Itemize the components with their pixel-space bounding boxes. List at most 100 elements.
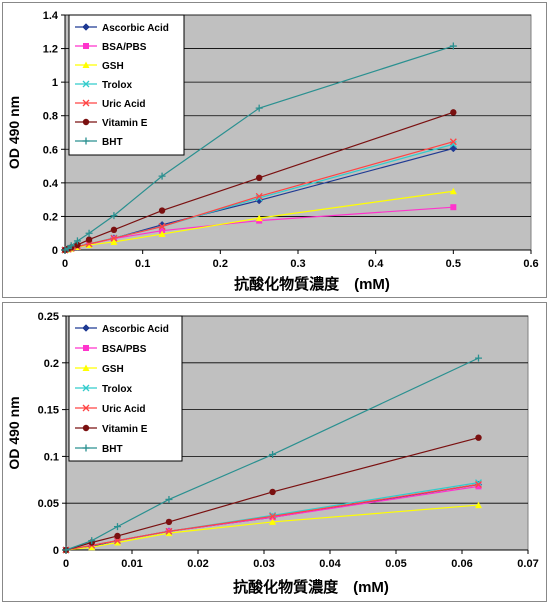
x-tick-label: 0.02 (187, 558, 208, 570)
legend-swatch-marker (82, 424, 90, 432)
y-tick-label: 1.2 (43, 44, 58, 56)
y-tick-label: 0.8 (43, 111, 58, 123)
legend-swatch-marker (82, 23, 90, 31)
data-point (85, 229, 93, 237)
legend-label: GSH (102, 364, 124, 375)
series-line (65, 437, 479, 551)
legend-swatch-marker (82, 384, 90, 392)
x-tick-label: 0.04 (319, 558, 341, 570)
x-axis-title: 抗酸化物質濃度 (mM) (233, 578, 389, 596)
legend-label: Ascorbic Acid (102, 324, 169, 335)
data-point (449, 42, 457, 50)
x-tick-label: 0.01 (121, 558, 142, 570)
data-point (475, 483, 482, 490)
data-point (110, 226, 118, 234)
x-tick-label: 0.4 (368, 258, 384, 270)
data-point (269, 511, 277, 519)
data-point (475, 481, 482, 488)
x-tick-label: 0.06 (451, 558, 472, 570)
data-point (255, 174, 263, 182)
data-point (88, 543, 96, 551)
data-point (67, 242, 75, 250)
data-point (114, 537, 121, 545)
data-point (449, 187, 457, 195)
legend-label: BSA/PBS (102, 42, 147, 53)
x-tick-label: 0.3 (290, 258, 305, 270)
y-tick-label: 0.15 (38, 405, 59, 417)
series-line (65, 483, 479, 551)
data-point (255, 104, 263, 112)
data-point (110, 234, 118, 242)
series-bht (62, 354, 482, 554)
x-tick-label: 0.07 (517, 558, 538, 570)
x-tick-label: 0.03 (253, 558, 274, 570)
legend-label: Uric Acid (102, 404, 146, 415)
legend-label: BSA/PBS (102, 344, 147, 355)
legend-label: Vitamin E (102, 424, 148, 435)
data-point (158, 223, 166, 230)
data-point (269, 451, 277, 459)
legend-swatch-marker (82, 99, 90, 107)
legend-swatch-marker (82, 137, 90, 145)
legend-swatch-marker (83, 43, 89, 49)
y-tick-label: 0 (52, 245, 58, 257)
data-point (113, 539, 121, 546)
data-point (165, 527, 173, 535)
legend-label: Trolox (102, 384, 132, 395)
legend-swatch-marker (83, 345, 89, 351)
legend-label: BHT (102, 444, 123, 455)
data-point (165, 495, 173, 503)
data-point (158, 207, 166, 214)
data-point (110, 212, 118, 220)
data-point (475, 434, 482, 441)
y-tick-label: 0.05 (38, 498, 59, 510)
legend-swatch-marker (82, 404, 90, 412)
x-tick-label: 0.2 (213, 258, 228, 270)
series-line (65, 504, 479, 551)
y-tick-label: 0.6 (43, 144, 58, 156)
y-tick-label: 0.2 (43, 211, 58, 223)
data-point (165, 518, 173, 526)
series-bht (61, 42, 457, 254)
chart-top: 0 0.2 0.4 0.6 0.8 1 1.2 1.4 0 0.1 0.2 0.3 0.4 0.5 0.6 A… (6, 10, 539, 293)
legend-swatch-marker (82, 364, 90, 371)
legend-label: Uric Acid (102, 99, 146, 110)
y-tick-label: 0.2 (44, 358, 59, 370)
x-axis-title: 抗酸化物質濃度 (mM) (234, 275, 390, 293)
y-tick-label: 0 (53, 545, 59, 557)
series-line (65, 357, 479, 551)
chart-panel-top: 0 0.2 0.4 0.6 0.8 1 1.2 1.4 0 0.1 0.2 0.3 0.4 0.5 0.6 A… (2, 2, 547, 298)
data-point (73, 237, 81, 245)
data-point (255, 214, 263, 222)
y-tick-label: 0.1 (44, 451, 59, 463)
data-point (450, 204, 457, 211)
data-point (269, 512, 277, 520)
chart-panel-bottom: 0 0.05 0.1 0.15 0.2 0.25 0 0.01 0.02 0.03 0.04 0.05… (2, 302, 547, 602)
y-tick-label: 0.4 (43, 178, 59, 190)
data-point (165, 529, 173, 537)
x-tick-label: 0.1 (135, 258, 150, 270)
x-tick-label: 0.6 (523, 258, 538, 270)
data-point (269, 488, 276, 496)
x-tick-label: 0.05 (385, 558, 406, 570)
y-tick-label: 1.4 (43, 10, 59, 22)
x-tick-label: 0 (63, 558, 69, 570)
data-point (114, 532, 121, 540)
legend-swatch-marker (82, 324, 90, 332)
data-point (88, 537, 96, 545)
x-tick-label: 0.5 (446, 258, 461, 270)
data-point (158, 230, 166, 238)
y-tick-label: 1 (52, 77, 58, 89)
data-point (74, 241, 81, 249)
y-axis-title: OD 490 nm (6, 96, 22, 169)
data-point (269, 514, 276, 521)
data-point (158, 172, 166, 180)
y-axis-title: OD 490 nm (6, 396, 22, 469)
legend-label: Trolox (102, 80, 132, 91)
data-point (450, 109, 457, 116)
data-point (449, 138, 457, 146)
data-point (85, 236, 93, 243)
legend-label: BHT (102, 137, 123, 148)
legend-swatch-marker (82, 444, 90, 452)
data-point (475, 501, 482, 509)
